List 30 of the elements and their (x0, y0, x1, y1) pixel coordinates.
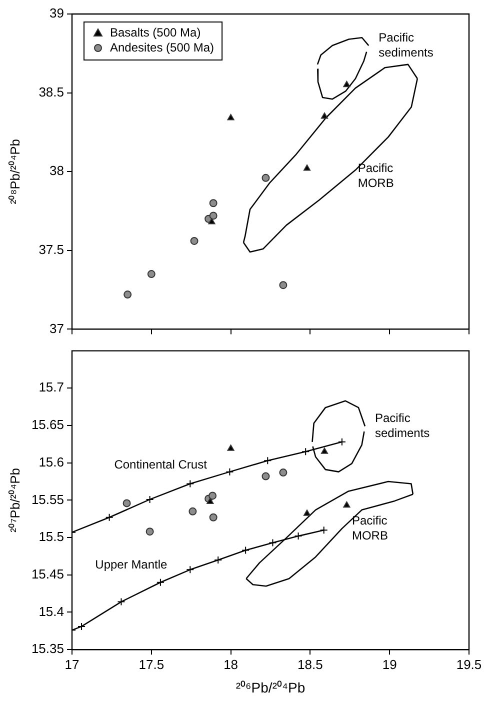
x-tick-label: 19.5 (456, 656, 482, 672)
y-tick-label: 37 (50, 320, 64, 336)
x-tick-label: 17 (64, 656, 80, 672)
y-axis-title: ²⁰⁸Pb/²⁰⁴Pb (7, 139, 22, 204)
x-tick-label: 18.5 (298, 656, 323, 672)
y-tick-label: 15.5 (38, 529, 64, 544)
y-tick-label: 15.7 (38, 380, 64, 395)
x-tick-label: 19 (382, 656, 397, 672)
y-tick-label: 15.55 (31, 492, 64, 507)
x-tick-label: 17.5 (138, 656, 164, 672)
y-tick-label: 15.45 (31, 566, 64, 582)
y-tick-label: 37.5 (38, 242, 64, 257)
annotation: Upper Mantle (95, 557, 168, 572)
legend-label: Andesites (500 Ma) (110, 40, 214, 54)
y-tick-label: 15.4 (38, 604, 64, 619)
x-tick-label: 18 (224, 656, 238, 672)
legend-label: Basalts (500 Ma) (110, 25, 201, 40)
y-tick-label: 15.6 (38, 454, 64, 470)
annotation: Continental Crust (114, 458, 208, 472)
annotation: Pacific MORB (358, 161, 394, 190)
y-tick-label: 38.5 (38, 84, 64, 100)
y-tick-label: 39 (50, 6, 64, 21)
y-tick-label: 15.65 (31, 417, 64, 432)
y-tick-label: 15.35 (31, 641, 64, 656)
y-tick-label: 38 (50, 163, 64, 178)
x-axis-title: ²⁰⁶Pb/²⁰⁴Pb (236, 679, 306, 696)
annotation: Pacific MORB (352, 513, 388, 542)
annotation: Pacific sediments (378, 30, 434, 60)
annotation: Pacific sediments (374, 411, 430, 440)
y-axis-title: ²⁰⁷Pb/²⁰⁴Pb (7, 468, 22, 532)
